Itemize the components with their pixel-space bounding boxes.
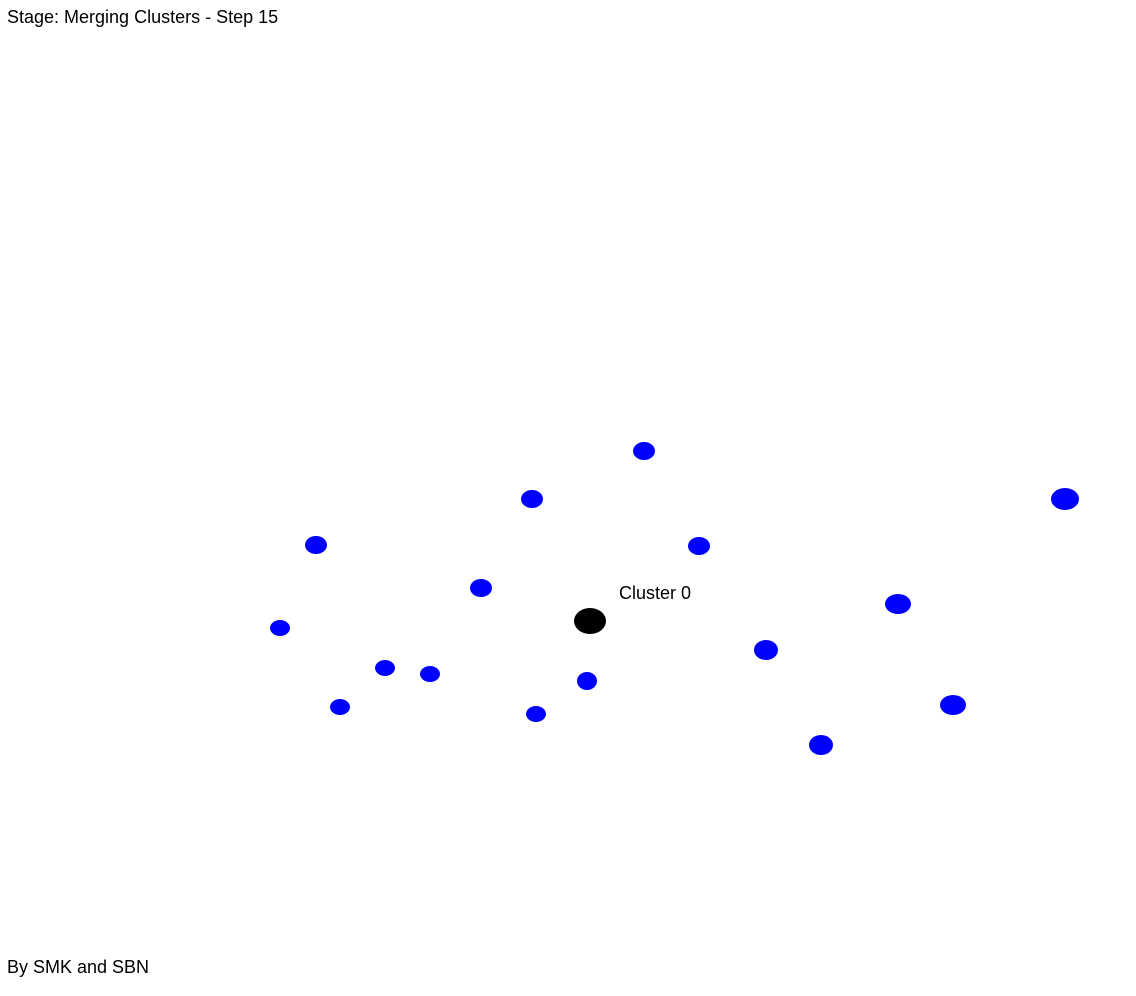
data-point [633,442,655,460]
data-point [754,640,778,660]
data-point [420,666,440,682]
stage-status-text: Stage: Merging Clusters - Step 15 [7,7,279,27]
cluster-center-label: Cluster 0 [619,583,691,603]
data-point [809,735,833,755]
data-point [521,490,543,508]
data-points [270,442,1079,755]
data-point [305,536,327,554]
data-point [375,660,395,676]
data-point [526,706,546,722]
data-point [688,537,710,555]
data-point [470,579,492,597]
cluster-center-point [574,608,606,634]
data-point [270,620,290,636]
data-point [940,695,966,715]
credit-text: By SMK and SBN [7,957,150,977]
data-point [1051,488,1079,510]
data-point [577,672,597,690]
data-point [885,594,911,614]
cluster-center-group: Cluster 0 [574,583,691,634]
data-point [330,699,350,715]
